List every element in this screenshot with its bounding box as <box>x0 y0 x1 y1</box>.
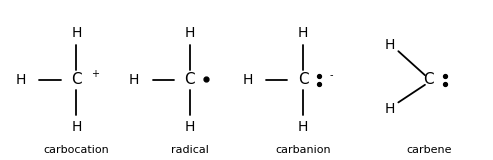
Text: +: + <box>91 69 99 79</box>
Text: carbocation: carbocation <box>43 145 109 155</box>
Text: -: - <box>330 70 333 80</box>
Text: H: H <box>184 26 195 40</box>
Text: H: H <box>71 120 82 134</box>
Text: H: H <box>129 73 140 87</box>
Text: C: C <box>423 72 434 88</box>
Text: carbene: carbene <box>406 145 452 155</box>
Text: C: C <box>71 72 82 88</box>
Text: H: H <box>298 26 309 40</box>
Text: H: H <box>15 73 26 87</box>
Text: carbanion: carbanion <box>276 145 331 155</box>
Text: C: C <box>184 72 195 88</box>
Text: H: H <box>184 120 195 134</box>
Text: H: H <box>242 73 253 87</box>
Text: H: H <box>384 102 395 116</box>
Text: H: H <box>384 38 395 52</box>
Text: H: H <box>71 26 82 40</box>
Text: H: H <box>298 120 309 134</box>
Text: C: C <box>298 72 309 88</box>
Text: radical: radical <box>171 145 209 155</box>
